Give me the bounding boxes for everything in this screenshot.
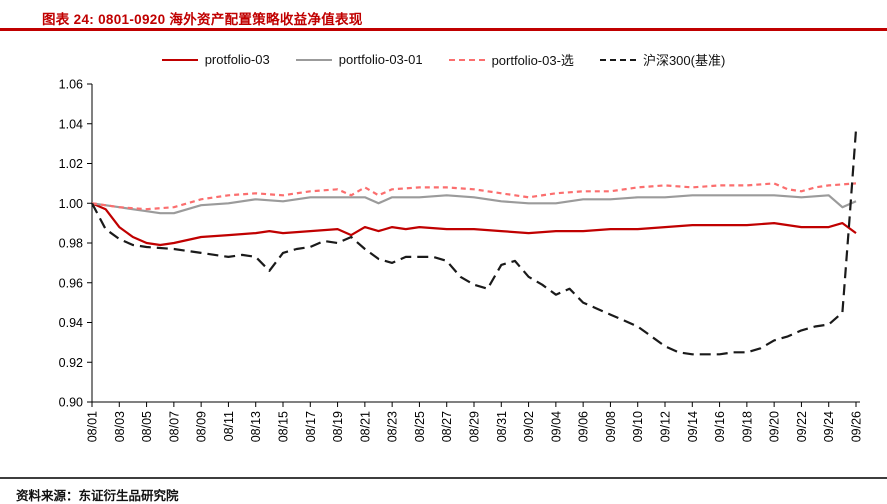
title-divider xyxy=(0,28,887,31)
legend-label: 沪深300(基准) xyxy=(642,53,726,68)
x-tick-label: 09/18 xyxy=(740,411,754,442)
x-tick-label: 09/26 xyxy=(850,411,864,442)
series-line-0 xyxy=(91,202,857,247)
legend-line-sample xyxy=(448,58,485,61)
x-tick-label: 08/13 xyxy=(249,411,263,442)
legend-label: portfolio-03-选 xyxy=(491,53,574,68)
series-line-2 xyxy=(91,182,857,211)
y-tick-label: 1.06 xyxy=(59,78,83,92)
source-note: 资料来源：东证衍生品研究院 xyxy=(16,489,179,503)
legend-line-sample xyxy=(295,58,332,61)
chart-legend: protfolio-03 portfolio-03-01 portfolio-03-… xyxy=(0,50,887,69)
x-tick-label: 09/24 xyxy=(822,411,836,442)
legend-label: portfolio-03-01 xyxy=(338,52,423,67)
y-tick-label: 1.04 xyxy=(59,117,83,131)
x-tick-label: 09/12 xyxy=(659,411,673,442)
y-tick-label: 0.92 xyxy=(59,356,83,370)
x-tick-label: 09/20 xyxy=(768,411,782,442)
x-tick-label: 09/04 xyxy=(549,411,563,442)
x-tick-label: 08/03 xyxy=(113,411,127,442)
x-tick-label: 08/11 xyxy=(222,411,236,441)
y-tick-label: 0.98 xyxy=(59,237,83,251)
y-tick-label: 0.96 xyxy=(59,276,83,290)
y-tick-label: 0.94 xyxy=(59,316,83,330)
x-tick-label: 09/16 xyxy=(713,411,727,442)
x-tick-label: 08/21 xyxy=(358,411,372,442)
x-tick-label: 09/14 xyxy=(686,411,700,442)
legend-line-sample xyxy=(161,58,198,61)
line-chart: 0.90 0.92 0.94 0.96 0.98 1.00 1.02 1.04 1.06 08/0… xyxy=(59,78,864,443)
figure-title: 图表 24: 0801-0920 海外资产配置策略收益净值表现 xyxy=(42,12,363,27)
x-tick-label: 09/06 xyxy=(577,411,591,442)
x-tick-label: 08/19 xyxy=(331,411,345,442)
legend-item: portfolio-03-选 xyxy=(448,50,574,69)
y-tick-label: 1.02 xyxy=(59,157,83,171)
x-tick-label: 09/02 xyxy=(522,411,536,442)
x-tick-label: 09/10 xyxy=(631,411,645,442)
series-line-1 xyxy=(91,194,857,215)
series-line-3 xyxy=(91,129,858,356)
x-tick-label: 08/15 xyxy=(277,411,291,442)
x-tick-label: 08/31 xyxy=(495,411,509,442)
legend-item: portfolio-03-01 xyxy=(295,52,423,67)
y-tick-label: 1.00 xyxy=(59,197,83,211)
legend-line-sample xyxy=(599,58,636,61)
x-tick-label: 08/17 xyxy=(304,411,318,442)
x-tick-label: 08/01 xyxy=(86,411,100,442)
y-tick-label: 0.90 xyxy=(59,396,83,410)
x-tick-label: 08/25 xyxy=(413,411,427,442)
x-tick-label: 09/22 xyxy=(795,411,809,442)
x-tick-label: 09/08 xyxy=(604,411,618,442)
x-tick-label: 08/29 xyxy=(468,411,482,442)
x-tick-label: 08/27 xyxy=(440,411,454,442)
x-tick-label: 08/09 xyxy=(195,411,209,442)
legend-item: protfolio-03 xyxy=(161,52,270,67)
legend-item: 沪深300(基准) xyxy=(599,50,726,69)
x-tick-label: 08/07 xyxy=(167,411,181,442)
x-tick-label: 08/05 xyxy=(140,411,154,442)
x-tick-label: 08/23 xyxy=(386,411,400,442)
footer-divider xyxy=(0,477,887,479)
legend-label: protfolio-03 xyxy=(204,52,270,67)
